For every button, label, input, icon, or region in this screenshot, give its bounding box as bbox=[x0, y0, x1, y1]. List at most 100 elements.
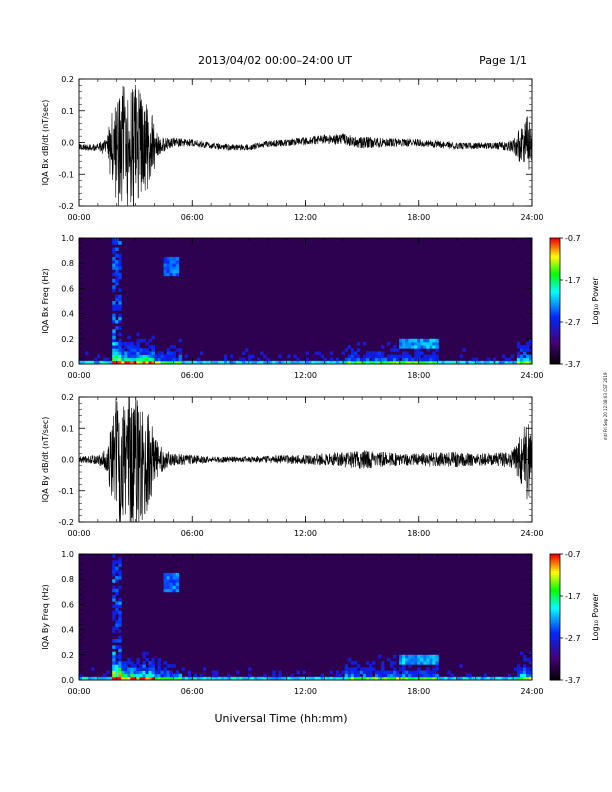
spectrogram-cell bbox=[163, 673, 167, 678]
spectrogram-cell bbox=[100, 360, 104, 365]
spectrogram-cell bbox=[320, 673, 325, 678]
spectrogram-cell bbox=[163, 260, 167, 264]
spectrogram-cell bbox=[151, 657, 155, 662]
spectrogram-cell bbox=[118, 253, 122, 258]
spectrogram-cell bbox=[124, 661, 128, 665]
spectrogram-cell bbox=[175, 348, 180, 352]
spectrogram-cell bbox=[124, 354, 128, 359]
spectrogram-cell bbox=[196, 357, 201, 362]
spectrogram-cell bbox=[112, 348, 116, 352]
spectrogram-cell bbox=[112, 598, 116, 602]
spectrogram-cell bbox=[118, 294, 122, 299]
spectrogram-cell bbox=[148, 354, 152, 359]
spectrogram-cell bbox=[519, 354, 524, 359]
spectrogram-cell bbox=[112, 335, 116, 340]
colorbar-segment bbox=[550, 359, 560, 363]
spectrogram-cell bbox=[112, 256, 116, 261]
spectrogram-cell bbox=[516, 676, 521, 681]
spectrogram-cell bbox=[112, 617, 116, 621]
spectrogram-cell bbox=[405, 676, 409, 681]
spectrogram-cell bbox=[112, 657, 116, 662]
colorbar-segment bbox=[550, 292, 560, 296]
spectrogram-cell bbox=[423, 338, 427, 343]
spectrogram-cell bbox=[350, 673, 355, 678]
spectrogram-cell bbox=[405, 338, 409, 343]
x-axis-2: 00:00 06:00 12:00 18:00 24:00 bbox=[67, 397, 544, 538]
spectrogram-cell bbox=[423, 654, 427, 659]
spectrogram-cell bbox=[405, 657, 409, 662]
spectrogram-cell bbox=[344, 664, 349, 668]
y-tick-label: 0.0 bbox=[61, 139, 74, 148]
spectrogram-cell bbox=[172, 345, 177, 349]
spectrogram-cell bbox=[356, 354, 361, 359]
spectrogram-cell bbox=[390, 357, 394, 362]
spectrogram-cell bbox=[414, 348, 418, 352]
spectrogram-cell bbox=[166, 256, 170, 261]
spectrogram-cell bbox=[510, 360, 515, 365]
spectrogram-cell bbox=[408, 360, 412, 365]
spectrogram-cell bbox=[112, 588, 116, 593]
spectrogram-cell bbox=[525, 357, 530, 362]
spectrogram-cell bbox=[115, 357, 119, 362]
colorbar-segment bbox=[550, 330, 560, 333]
spectrogram-cell bbox=[353, 357, 358, 362]
spectrogram-cell bbox=[118, 585, 122, 590]
spectrogram-cell bbox=[202, 360, 207, 365]
spectrogram-cell bbox=[420, 673, 424, 678]
spectrogram-cell bbox=[356, 360, 361, 365]
spectrogram-cell bbox=[115, 282, 119, 286]
spectrogram-cell bbox=[353, 360, 358, 365]
colorbar-segment bbox=[550, 303, 560, 306]
spectrogram-cell bbox=[368, 676, 373, 681]
spectrogram-cell bbox=[124, 345, 128, 349]
spectrogram-cell bbox=[525, 341, 530, 346]
spectrogram-cell bbox=[396, 357, 400, 362]
spectrogram-cell bbox=[296, 360, 300, 365]
spectrogram-cell bbox=[109, 360, 113, 365]
spectrogram-cell bbox=[136, 338, 140, 343]
spectrogram-cell bbox=[374, 676, 379, 681]
spectrogram-cell bbox=[462, 348, 466, 352]
spectrogram-cell bbox=[371, 676, 376, 681]
spectrogram-cell bbox=[362, 676, 367, 681]
spectrogram-cell bbox=[248, 673, 252, 678]
spectrogram-cell bbox=[344, 670, 349, 675]
spectrogram-cell bbox=[136, 354, 140, 359]
spectrogram-cell bbox=[166, 673, 170, 678]
spectrogram-cell bbox=[275, 676, 279, 681]
spectrogram-3 bbox=[79, 554, 533, 681]
spectrogram-cell bbox=[112, 304, 116, 308]
colorbar-segment bbox=[550, 604, 560, 607]
spectrogram-cell bbox=[498, 676, 503, 681]
y-tick-label: -0.1 bbox=[58, 170, 74, 179]
spectrogram-cell bbox=[248, 354, 252, 359]
spectrogram-cell bbox=[429, 354, 433, 359]
spectrogram-cell bbox=[115, 253, 119, 258]
spectrogram-cell bbox=[411, 360, 415, 365]
spectrogram-cell bbox=[465, 676, 469, 681]
spectrogram-cell bbox=[522, 676, 527, 681]
spectrogram-cell bbox=[417, 341, 421, 346]
x-tick-label: 00:00 bbox=[67, 529, 90, 538]
colorbar-segment bbox=[550, 558, 560, 561]
spectrogram-cell bbox=[405, 354, 409, 359]
spectrogram-cell bbox=[112, 563, 116, 567]
y-tick-label: 0.6 bbox=[61, 600, 74, 609]
spectrogram-cell bbox=[148, 664, 152, 668]
spectrogram-cell bbox=[145, 351, 149, 355]
spectrogram-cell bbox=[112, 673, 116, 678]
spectrogram-cell bbox=[332, 360, 337, 365]
spectrogram-cell bbox=[163, 269, 167, 274]
spectrogram-cell bbox=[362, 341, 367, 346]
spectrogram-cell bbox=[172, 676, 177, 681]
spectrogram-cell bbox=[408, 676, 412, 681]
spectrogram-cell bbox=[390, 354, 394, 359]
spectrogram-cell bbox=[293, 354, 297, 359]
y-tick-label: 1.0 bbox=[61, 234, 74, 243]
spectrogram-cell bbox=[432, 338, 436, 343]
spectrogram-cell bbox=[166, 576, 170, 580]
spectrogram-cell bbox=[118, 576, 122, 580]
spectrogram-cell bbox=[169, 572, 174, 577]
spectrogram-cell bbox=[489, 360, 494, 365]
spectrogram-cell bbox=[432, 357, 436, 362]
